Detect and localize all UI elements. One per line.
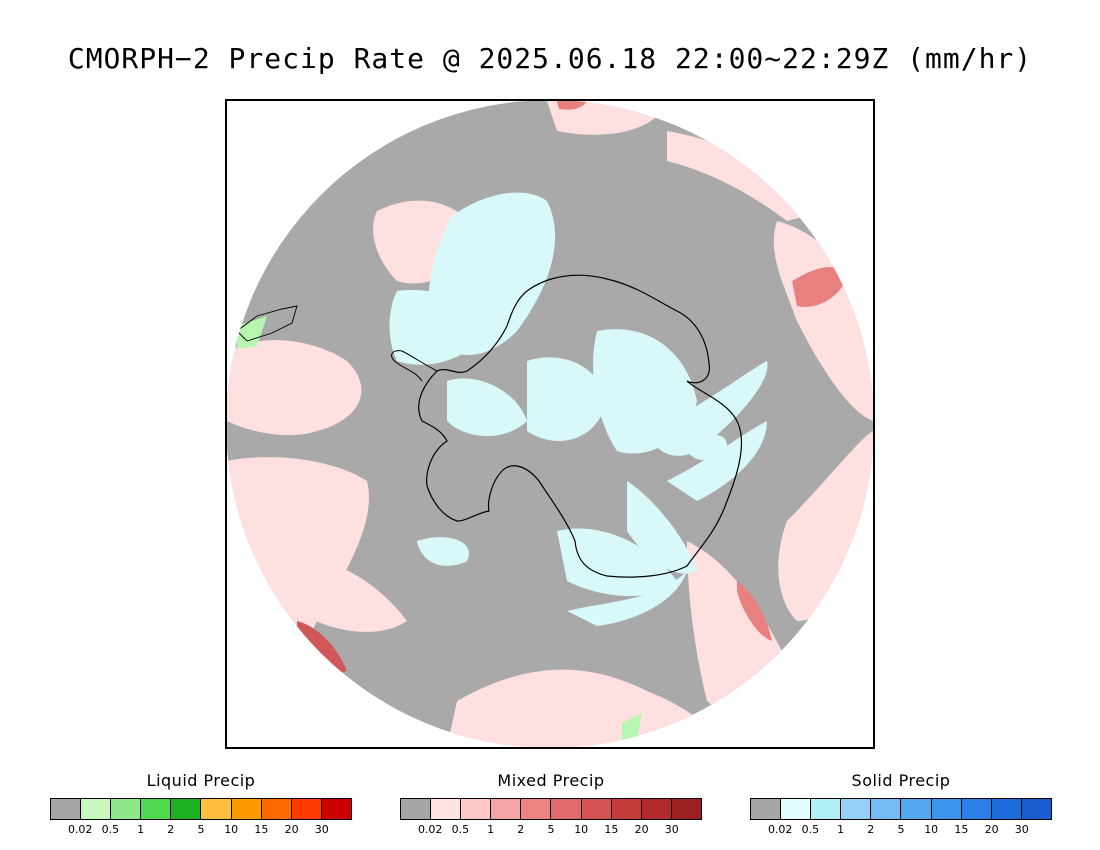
legend-liquid: Liquid Precip 0.02 0.5 1 2 5 10 15 20 30 (50, 770, 352, 839)
legend-tick-label: 0.02 (417, 823, 443, 836)
legend-swatch (811, 799, 842, 819)
legend-tick-label: 1 (487, 823, 495, 836)
legend-tick-label: 1 (837, 823, 845, 836)
legend-swatch (51, 799, 82, 819)
legend-tick-label: 0.5 (801, 823, 820, 836)
legend-tick-label: 30 (314, 823, 329, 836)
legend-swatch (671, 799, 701, 819)
legend-tick-label: 2 (167, 823, 175, 836)
legend-tick-label: 15 (254, 823, 269, 836)
legend-swatch (291, 799, 322, 819)
precip-map (227, 101, 873, 747)
legend-swatch (231, 799, 262, 819)
legend-colorbar-solid (750, 798, 1052, 820)
legend-tick-label: 15 (954, 823, 969, 836)
legend-tick-label: 20 (634, 823, 649, 836)
legend-swatch (81, 799, 112, 819)
legend-swatch (321, 799, 351, 819)
legend-swatch (201, 799, 232, 819)
legend-tick-label: 0.02 (767, 823, 793, 836)
legend-title-liquid: Liquid Precip (146, 771, 256, 790)
legend-tick-label: 0.5 (451, 823, 470, 836)
legend-tick-label: 0.5 (101, 823, 120, 836)
legend-tick-label: 30 (1014, 823, 1029, 836)
legend-swatch (141, 799, 172, 819)
legend-solid: Solid Precip 0.02 0.5 1 2 5 10 15 20 30 (750, 770, 1052, 839)
legend-swatch (961, 799, 992, 819)
legend-swatch (641, 799, 672, 819)
legend-colorbar-mixed (400, 798, 702, 820)
legend-swatch (581, 799, 612, 819)
legend-tick-label: 5 (197, 823, 205, 836)
legend-swatch (461, 799, 492, 819)
legend-swatch (551, 799, 582, 819)
legend-ticks-mixed: 0.02 0.5 1 2 5 10 15 20 30 (400, 823, 702, 839)
legend-swatch (991, 799, 1022, 819)
legend-swatch (611, 799, 642, 819)
legend-swatch (751, 799, 782, 819)
legend-swatch (261, 799, 292, 819)
map-title: CMORPH−2 Precip Rate @ 2025.06.18 22:00~… (67, 42, 1033, 75)
legend-mixed: Mixed Precip 0.02 0.5 1 2 5 10 15 20 30 (400, 770, 702, 839)
legend-tick-label: 2 (867, 823, 875, 836)
legend-swatch (871, 799, 902, 819)
legend-tick-label: 0.02 (67, 823, 93, 836)
legend-swatch (781, 799, 812, 819)
legend-tick-label: 15 (604, 823, 619, 836)
legend-swatch (111, 799, 142, 819)
legend-swatch (521, 799, 552, 819)
legend-tick-label: 10 (924, 823, 939, 836)
legend-swatch (431, 799, 462, 819)
antarctica-coastline (418, 274, 743, 578)
legend-swatch (401, 799, 432, 819)
legend-title-mixed: Mixed Precip (497, 771, 605, 790)
legend-tick-label: 10 (224, 823, 239, 836)
legend-ticks-solid: 0.02 0.5 1 2 5 10 15 20 30 (750, 823, 1052, 839)
legend-swatch (901, 799, 932, 819)
legend-tick-label: 5 (547, 823, 555, 836)
legend-tick-label: 5 (897, 823, 905, 836)
south-america-coast (236, 305, 298, 342)
legend-swatch (1021, 799, 1051, 819)
legend-tick-label: 10 (574, 823, 589, 836)
legend-tick-label: 2 (517, 823, 525, 836)
legend-swatch (841, 799, 872, 819)
legend-colorbar-liquid (50, 798, 352, 820)
mixed-precip-cores (297, 101, 847, 672)
legend-swatch (491, 799, 522, 819)
legend-tick-label: 20 (984, 823, 999, 836)
solid-precip-areas (389, 192, 768, 626)
legend-tick-label: 20 (284, 823, 299, 836)
legend-swatch (931, 799, 962, 819)
legend-title-solid: Solid Precip (851, 771, 951, 790)
legend-swatch (171, 799, 202, 819)
legend-ticks-liquid: 0.02 0.5 1 2 5 10 15 20 30 (50, 823, 352, 839)
legend-tick-label: 1 (137, 823, 145, 836)
antarctic-peninsula (391, 350, 438, 382)
legend-tick-label: 30 (664, 823, 679, 836)
map-frame (225, 99, 875, 749)
